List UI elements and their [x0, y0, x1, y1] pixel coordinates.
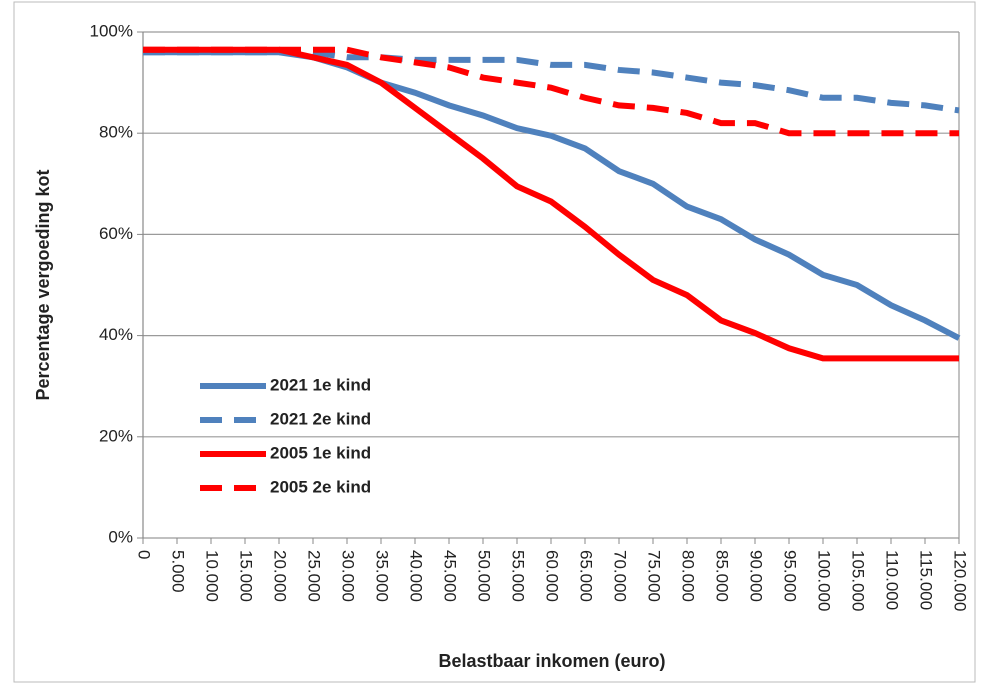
legend-label: 2005 1e kind [270, 443, 371, 462]
x-tick-label: 20.000 [271, 550, 290, 602]
x-tick-label: 15.000 [237, 550, 256, 602]
x-tick-label: 120.000 [951, 550, 970, 611]
x-tick-label: 35.000 [373, 550, 392, 602]
x-tick-label: 110.000 [883, 550, 902, 610]
x-tick-label: 50.000 [475, 550, 494, 602]
y-tick-label: 60% [99, 224, 133, 243]
x-tick-label: 80.000 [679, 550, 698, 602]
x-tick-label: 55.000 [509, 550, 528, 602]
y-tick-label: 100% [90, 21, 133, 40]
x-tick-label: 5.000 [169, 550, 188, 593]
y-tick-label: 80% [99, 123, 133, 142]
y-tick-label: 40% [99, 325, 133, 344]
x-tick-label: 65.000 [577, 550, 596, 602]
x-tick-label: 90.000 [747, 550, 766, 602]
y-tick-label: 0% [108, 527, 133, 546]
legend-label: 2021 1e kind [270, 375, 371, 394]
series-line [143, 46, 959, 137]
x-tick-label: 70.000 [611, 550, 630, 602]
legend-label: 2021 2e kind [270, 409, 371, 428]
legend-label: 2005 2e kind [270, 477, 371, 496]
x-tick-label: 40.000 [407, 550, 426, 602]
x-tick-label: 85.000 [713, 550, 732, 602]
x-tick-label: 75.000 [645, 550, 664, 602]
x-tick-label: 95.000 [781, 550, 800, 602]
x-tick-label: 25.000 [305, 550, 324, 602]
series-line [143, 49, 960, 114]
x-tick-label: 115.000 [917, 550, 936, 610]
x-tick-label: 10.000 [203, 550, 222, 602]
x-tick-label: 60.000 [543, 550, 562, 602]
y-axis-title: Percentage vergoeding kot [33, 169, 53, 400]
x-tick-label: 100.000 [815, 550, 834, 611]
chart-frame [13, 1, 976, 683]
x-tick-label: 105.000 [849, 550, 868, 611]
x-tick-label: 30.000 [339, 550, 358, 602]
x-tick-label: 0 [135, 550, 154, 559]
y-tick-label: 20% [99, 426, 133, 445]
x-axis-title: Belastbaar inkomen (euro) [438, 651, 665, 671]
x-tick-label: 45.000 [441, 550, 460, 602]
